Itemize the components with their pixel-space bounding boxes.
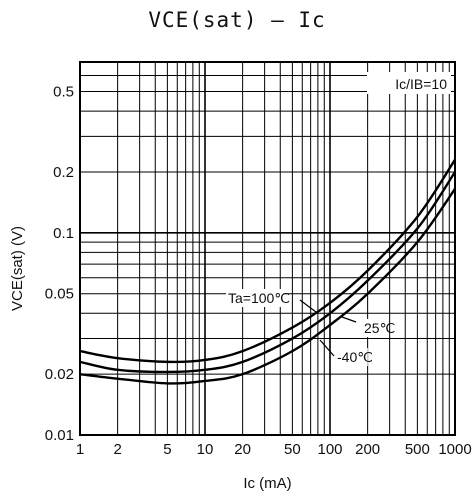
y-tick-label: 0.5 [53, 84, 74, 101]
series-leader-2 [319, 339, 335, 357]
x-tick-label: 500 [405, 441, 430, 458]
series-label-bg [362, 319, 387, 337]
series-label-bg [226, 289, 284, 307]
x-axis-label: Ic (mA) [243, 475, 291, 492]
chart-title: VCE(sat) – Ic [148, 8, 326, 32]
condition-box [367, 72, 451, 94]
y-tick-label: 0.02 [45, 366, 74, 383]
series-label-bg [335, 348, 368, 366]
x-tick-label: 50 [284, 441, 301, 458]
y-axis-label: VCE(sat) (V) [9, 226, 26, 311]
series-line-0 [79, 159, 457, 364]
series-leader-1 [341, 316, 357, 323]
curves [79, 159, 457, 385]
x-tick-label: 2 [113, 441, 121, 458]
grid [79, 61, 456, 436]
y-tick-label: 0.2 [53, 164, 74, 181]
x-tick-label: 20 [234, 441, 251, 458]
x-tick-label: 1 [76, 441, 84, 458]
series-leader-0 [299, 299, 317, 313]
x-tick-label: 1000 [438, 441, 471, 458]
y-tick-label: 0.01 [45, 427, 74, 444]
condition-label: Ic/IB=10 [395, 76, 447, 92]
x-tick-label: 100 [317, 441, 342, 458]
x-tick-label: 5 [163, 441, 171, 458]
x-tick-label: 200 [355, 441, 380, 458]
series-line-1 [79, 171, 456, 374]
y-tick-label: 0.1 [53, 225, 74, 242]
series-label-0: Ta=100℃ [228, 290, 290, 306]
y-tick-label: 0.05 [45, 286, 74, 303]
series-line-2 [79, 188, 456, 385]
series-label-1: 25℃ [364, 320, 395, 336]
x-tick-label: 10 [197, 441, 214, 458]
labels: 1 2 5 10 20 50 100 200 500 1000 0.01 0.02 0.05 0.1 0.2… [9, 72, 472, 492]
plot-frame [79, 61, 456, 436]
series-label-2: -40℃ [337, 349, 373, 365]
